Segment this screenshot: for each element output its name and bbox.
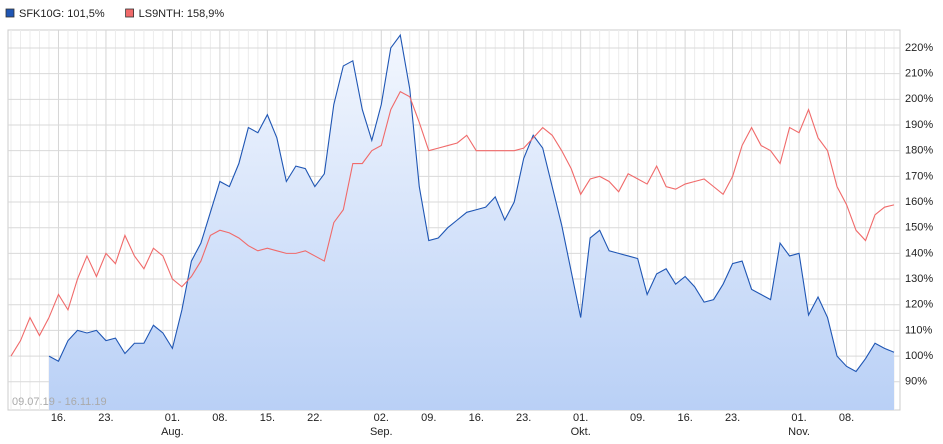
y-tick-label: 100% [905,350,933,362]
x-month-label: Sep. [370,426,393,438]
y-tick-label: 90% [905,376,927,388]
x-tick-label: 16. [51,412,66,424]
x-tick-label: 08. [839,412,854,424]
y-tick-label: 160% [905,196,933,208]
legend: SFK10G: 101,5% LS9NTH: 158,9% [5,8,225,20]
x-month-label: Okt. [571,426,591,438]
x-tick-label: 09. [630,412,645,424]
x-month-label: Aug. [161,426,184,438]
y-tick-label: 130% [905,273,933,285]
series-line [48,33,895,373]
legend-label: SFK10G: 101,5% [19,8,105,20]
y-tick-label: 140% [905,247,933,259]
x-tick-label: 16. [677,412,692,424]
date-range: 09.07.19 - 16.11.19 [12,396,107,408]
x-month-label: Nov. [788,426,810,438]
legend-label: LS9NTH: 158,9% [139,8,225,20]
x-tick-label: 09. [421,412,436,424]
y-tick-label: 180% [905,145,933,157]
legend-swatch [5,8,15,18]
y-tick-label: 170% [905,170,933,182]
x-tick-label: 01. [573,412,588,424]
marks [10,33,895,411]
x-tick-label: 01. [791,412,806,424]
y-tick-label: 210% [905,68,933,80]
x-tick-label: 16. [469,412,484,424]
x-tick-label: 08. [212,412,227,424]
series-line [10,90,895,357]
y-tick-label: 120% [905,299,933,311]
x-tick-label: 15. [260,412,275,424]
y-tick-label: 220% [905,42,933,54]
x-tick-label: 01. [165,412,180,424]
y-tick-label: 150% [905,222,933,234]
x-tick-label: 02. [374,412,389,424]
x-tick-label: 23. [516,412,531,424]
y-tick-label: 190% [905,119,933,131]
legend-swatch [125,8,135,18]
x-tick-label: 22. [307,412,322,424]
y-tick-label: 200% [905,93,933,105]
x-tick-label: 23. [725,412,740,424]
x-tick-label: 23. [98,412,113,424]
y-tick-label: 110% [905,324,933,336]
